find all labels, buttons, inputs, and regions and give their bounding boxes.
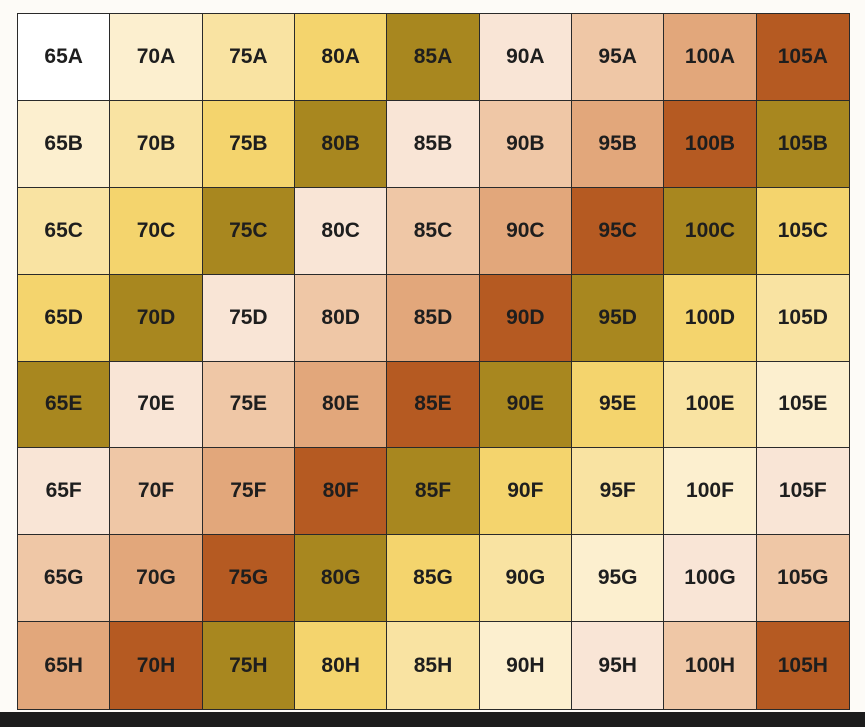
size-cell: 75C xyxy=(202,187,295,275)
size-cell: 75F xyxy=(202,448,295,536)
size-cell: 100E xyxy=(664,361,757,449)
size-cell: 75D xyxy=(202,274,295,362)
size-cell: 95D xyxy=(572,274,665,362)
size-cell: 105C xyxy=(756,187,849,275)
size-cell: 85D xyxy=(387,274,480,362)
size-cell: 75G xyxy=(202,535,295,623)
size-cell: 95E xyxy=(572,361,665,449)
size-cell: 105H xyxy=(756,622,849,709)
size-cell: 90A xyxy=(479,14,572,101)
size-cell: 65C xyxy=(18,187,111,275)
size-cell: 100H xyxy=(664,622,757,709)
size-cell: 95G xyxy=(572,535,665,623)
size-cell: 95H xyxy=(572,622,665,709)
size-cell: 85F xyxy=(387,448,480,536)
size-cell: 65B xyxy=(18,100,111,188)
size-cell: 70A xyxy=(110,14,203,101)
size-cell: 105D xyxy=(756,274,849,362)
bottom-band xyxy=(0,712,865,727)
size-cell: 90C xyxy=(479,187,572,275)
size-cell: 100C xyxy=(664,187,757,275)
size-cell: 70C xyxy=(110,187,203,275)
size-cell: 90F xyxy=(479,448,572,536)
size-cell: 80A xyxy=(295,14,388,101)
size-cell: 65H xyxy=(18,622,111,709)
size-cell: 80C xyxy=(295,187,388,275)
size-cell: 105E xyxy=(756,361,849,449)
size-cell: 90D xyxy=(479,274,572,362)
size-cell: 90H xyxy=(479,622,572,709)
size-cell: 80F xyxy=(295,448,388,536)
size-cell: 65E xyxy=(18,361,111,449)
size-cell: 90E xyxy=(479,361,572,449)
size-cell: 75A xyxy=(202,14,295,101)
size-cell: 65G xyxy=(18,535,111,623)
size-cell: 75B xyxy=(202,100,295,188)
size-cell: 75H xyxy=(202,622,295,709)
size-cell: 80D xyxy=(295,274,388,362)
size-cell: 80H xyxy=(295,622,388,709)
size-cell: 70B xyxy=(110,100,203,188)
size-cell: 105G xyxy=(756,535,849,623)
size-cell: 65A xyxy=(18,14,111,101)
size-cell: 105A xyxy=(756,14,849,101)
size-table: 65A 70A 75A 80A 85A 90A 95A 100A 105A 65B 70B 75B 80… xyxy=(17,13,850,710)
size-cell: 100B xyxy=(664,100,757,188)
size-cell: 95B xyxy=(572,100,665,188)
size-cell: 95F xyxy=(572,448,665,536)
size-cell: 105B xyxy=(756,100,849,188)
size-cell: 65D xyxy=(18,274,111,362)
size-cell: 85B xyxy=(387,100,480,188)
size-cell: 95A xyxy=(572,14,665,101)
size-cell: 85C xyxy=(387,187,480,275)
size-cell: 85H xyxy=(387,622,480,709)
size-cell: 70G xyxy=(110,535,203,623)
size-cell: 95C xyxy=(572,187,665,275)
size-cell: 85A xyxy=(387,14,480,101)
size-cell: 100A xyxy=(664,14,757,101)
size-cell: 65F xyxy=(18,448,111,536)
size-cell: 105F xyxy=(756,448,849,536)
size-cell: 90B xyxy=(479,100,572,188)
size-cell: 75E xyxy=(202,361,295,449)
size-cell: 70F xyxy=(110,448,203,536)
size-cell: 85G xyxy=(387,535,480,623)
size-cell: 70H xyxy=(110,622,203,709)
size-cell: 80E xyxy=(295,361,388,449)
size-cell: 80B xyxy=(295,100,388,188)
size-cell: 100F xyxy=(664,448,757,536)
size-cell: 100G xyxy=(664,535,757,623)
size-cell: 70D xyxy=(110,274,203,362)
size-cell: 90G xyxy=(479,535,572,623)
size-cell: 70E xyxy=(110,361,203,449)
size-cell: 100D xyxy=(664,274,757,362)
size-cell: 80G xyxy=(295,535,388,623)
size-cell: 85E xyxy=(387,361,480,449)
